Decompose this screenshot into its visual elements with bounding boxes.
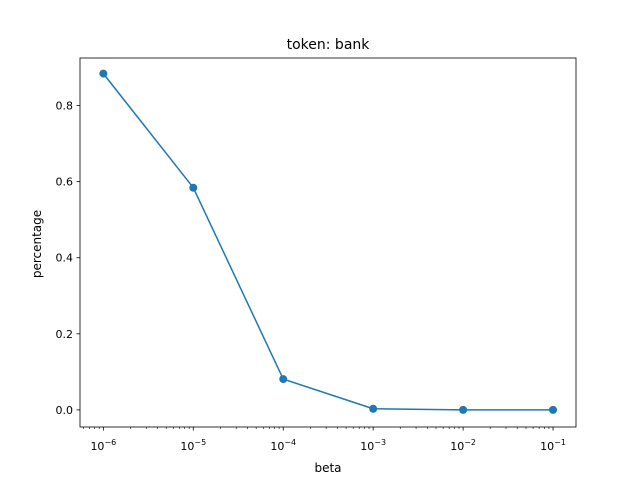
x-tick-label-exponent: −2 (464, 438, 476, 447)
x-tick-label: 10−4 (270, 438, 296, 453)
x-tick-label-base: 10 (180, 440, 194, 453)
x-axis-label: beta (314, 461, 341, 475)
x-tick-label: 10−1 (540, 438, 566, 453)
x-tick-label-exponent: −5 (194, 438, 206, 447)
data-point (99, 69, 108, 78)
y-tick-label: 0.8 (56, 100, 74, 113)
data-point (189, 183, 198, 192)
x-tick-label-base: 10 (360, 440, 374, 453)
axes-frame (79, 57, 577, 428)
series-line (102, 73, 554, 411)
x-tick-label: 10−3 (360, 438, 386, 453)
chart-title: token: bank (287, 37, 371, 53)
y-tick-label: 0.0 (56, 404, 74, 417)
data-point (369, 404, 378, 413)
plot-area: 10−6 10−5 10−4 10−3 10−2 10−10.00.20.40.60.8 (56, 57, 577, 453)
x-tick-label-exponent: −4 (284, 438, 296, 447)
x-tick-label-base: 10 (270, 440, 284, 453)
x-tick-label-base: 10 (90, 440, 104, 453)
x-tick-label: 10−2 (450, 438, 476, 453)
x-tick-label-exponent: −1 (554, 438, 566, 447)
y-tick-label: 0.4 (56, 252, 74, 265)
x-tick-label: 10−5 (180, 438, 206, 453)
y-axis-label: percentage (30, 210, 44, 278)
data-point (459, 405, 468, 414)
y-tick-label: 0.2 (56, 328, 74, 341)
x-tick-label-exponent: −6 (104, 438, 116, 447)
data-point (279, 375, 288, 384)
x-tick-label: 10−6 (90, 438, 116, 453)
data-point (549, 405, 558, 414)
x-tick-label-base: 10 (540, 440, 554, 453)
x-tick-label-exponent: −3 (374, 438, 386, 447)
x-tick-label-base: 10 (450, 440, 464, 453)
y-tick-label: 0.6 (56, 176, 74, 189)
